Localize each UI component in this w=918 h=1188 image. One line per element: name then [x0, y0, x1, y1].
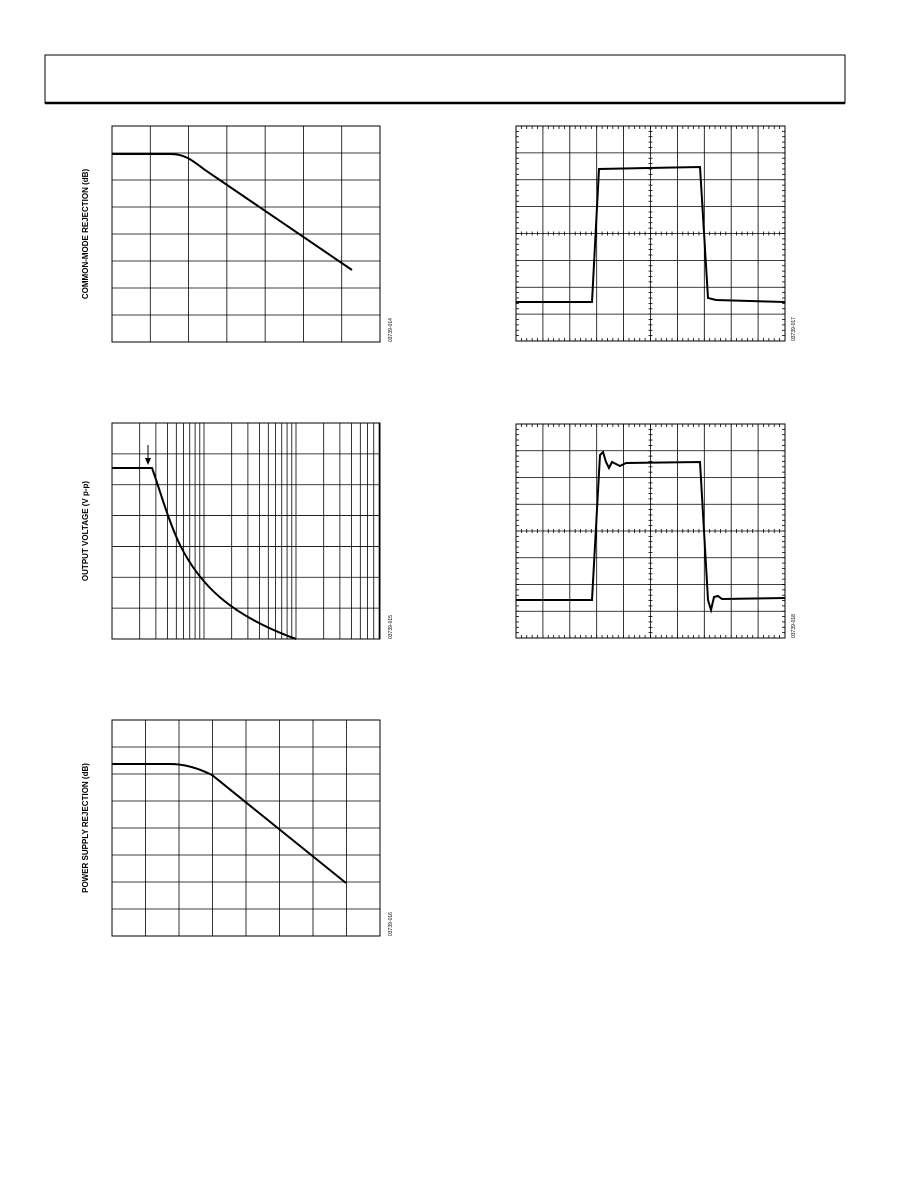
figure-code: 03739-017 — [791, 317, 797, 341]
figure-scope-1: 03739-017 — [515, 125, 797, 342]
figure-scope-2: 03739-018 — [515, 423, 797, 639]
curve — [112, 467, 297, 640]
figure-psr: POWER SUPPLY REJECTION (dB) 03739-016 — [81, 719, 394, 937]
y-label: OUTPUT VOLTAGE (V p-p) — [81, 481, 90, 581]
trace — [516, 450, 786, 614]
trace — [516, 165, 786, 303]
curve — [112, 763, 347, 884]
figure-output-voltage: OUTPUT VOLTAGE (V p-p) 03739-015 — [81, 422, 394, 640]
header-box — [44, 54, 846, 104]
figure-code: 03739-014 — [388, 318, 394, 342]
figure-code: 03739-016 — [388, 912, 394, 936]
curve — [112, 153, 353, 271]
y-label: COMMON-MODE REJECTION (dB) — [81, 169, 90, 300]
figure-cmr: COMMON-MODE REJECTION (dB) 03739-014 — [81, 125, 394, 343]
y-label: POWER SUPPLY REJECTION (dB) — [81, 763, 90, 893]
figure-code: 03739-015 — [388, 615, 394, 639]
figure-code: 03739-018 — [791, 614, 797, 638]
